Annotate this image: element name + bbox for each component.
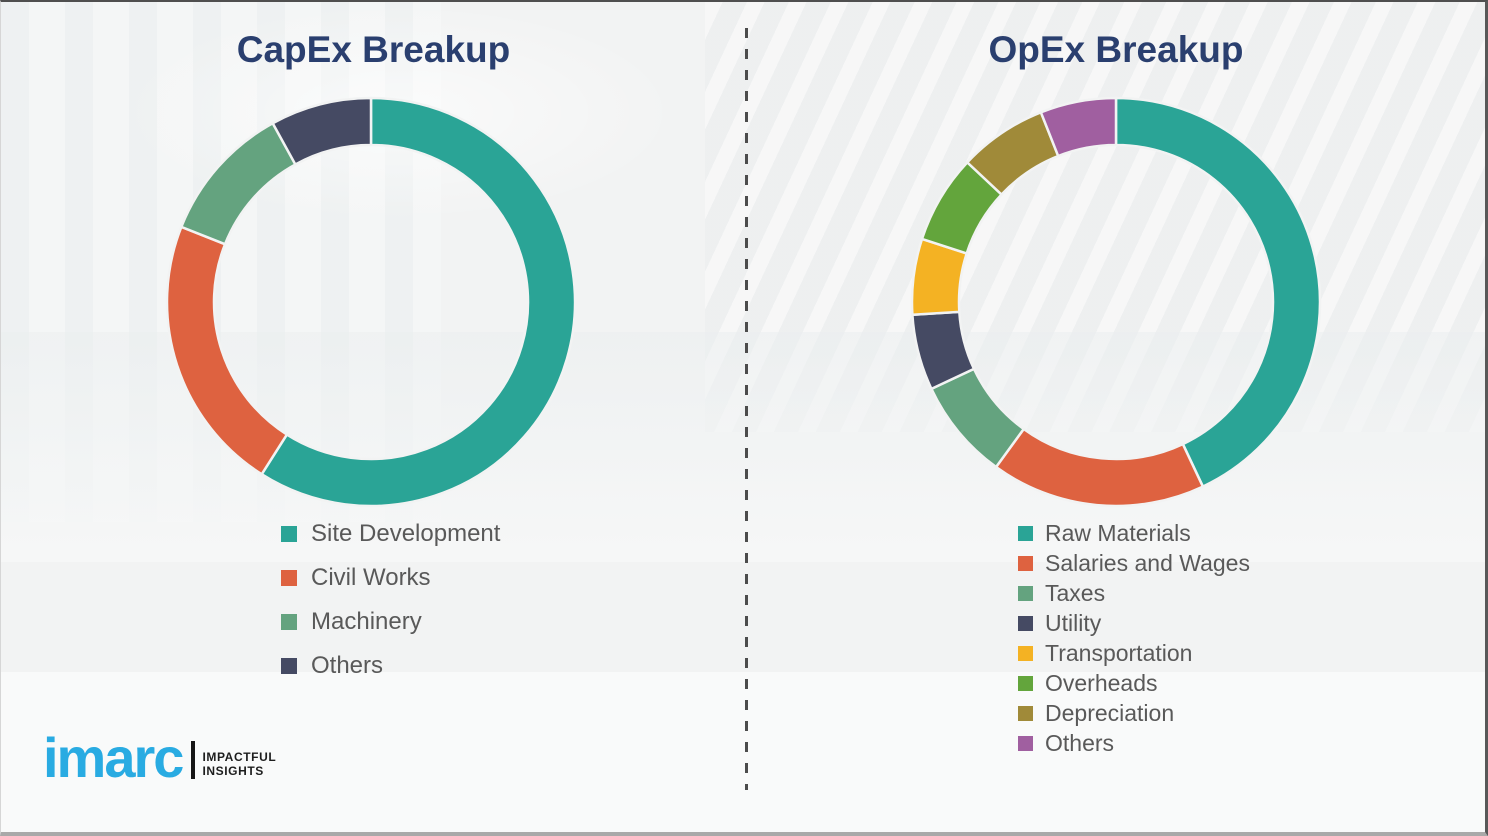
legend-marker (281, 658, 297, 674)
divider-dashed-line (745, 28, 748, 790)
legend-label: Taxes (1045, 579, 1106, 606)
legend-item: Machinery (281, 600, 500, 644)
legend-item: Transportation (1018, 638, 1250, 668)
legend-label: Depreciation (1045, 699, 1175, 726)
legend-marker (281, 614, 297, 630)
legend-label: Others (311, 652, 384, 679)
capex-title: CapEx Breakup (236, 29, 511, 70)
legend-item: Utility (1018, 608, 1250, 638)
logo-tagline-line2: INSIGHTS (202, 764, 264, 779)
opex-title: OpEx Breakup (988, 29, 1244, 70)
legend-label: Others (1045, 729, 1115, 756)
legend-item: Taxes (1018, 578, 1250, 608)
logo-divider-bar (191, 740, 196, 779)
legend-label: Utility (1045, 609, 1102, 636)
legend-item: Civil Works (281, 556, 500, 600)
opex-legend: Raw Materials Salaries and Wages Taxes U… (1018, 518, 1250, 758)
legend-marker (281, 570, 297, 586)
donut-segment-machinery (179, 121, 298, 246)
legend-marker (1018, 705, 1033, 721)
logo-tagline-line1: IMPACTFUL (202, 750, 277, 765)
legend-marker (1018, 675, 1033, 691)
legend-item: Others (1018, 728, 1250, 758)
legend-label: Machinery (311, 608, 422, 635)
legend-marker (1018, 555, 1033, 571)
legend-marker (1018, 645, 1033, 661)
donut-segment-site-development (259, 96, 577, 508)
opex-donut-chart (910, 96, 1322, 508)
legend-label: Salaries and Wages (1045, 549, 1250, 576)
donut-segment-others (271, 96, 373, 167)
donut-segment-civil-works (165, 225, 289, 476)
legend-item: Others (281, 644, 500, 688)
legend-item: Site Development (281, 512, 500, 556)
donut-segment-salaries-and-wages (994, 427, 1205, 508)
legend-item: Depreciation (1018, 698, 1250, 728)
legend-marker (1018, 525, 1033, 541)
imarc-logo-wordmark: imarc (43, 726, 184, 789)
logo-tagline: IMPACTFUL INSIGHTS (202, 751, 276, 781)
legend-marker (1018, 585, 1033, 601)
legend-marker (1018, 615, 1033, 631)
imarc-logo: imarc IMPACTFUL INSIGHTS (43, 726, 276, 789)
legend-label: Raw Materials (1045, 519, 1191, 546)
legend-item: Salaries and Wages (1018, 548, 1250, 578)
capex-donut-chart (165, 96, 577, 508)
legend-marker (1018, 735, 1033, 751)
legend-label: Transportation (1045, 639, 1193, 666)
legend-label: Overheads (1045, 669, 1158, 696)
legend-marker (281, 526, 297, 542)
donut-segment-others (1039, 96, 1118, 158)
capex-legend: Site Development Civil Works Machinery O… (281, 512, 500, 688)
legend-item: Overheads (1018, 668, 1250, 698)
legend-item: Raw Materials (1018, 518, 1250, 548)
legend-label: Site Development (311, 520, 501, 547)
donut-segment-raw-materials (1114, 96, 1322, 489)
legend-label: Civil Works (311, 564, 431, 591)
